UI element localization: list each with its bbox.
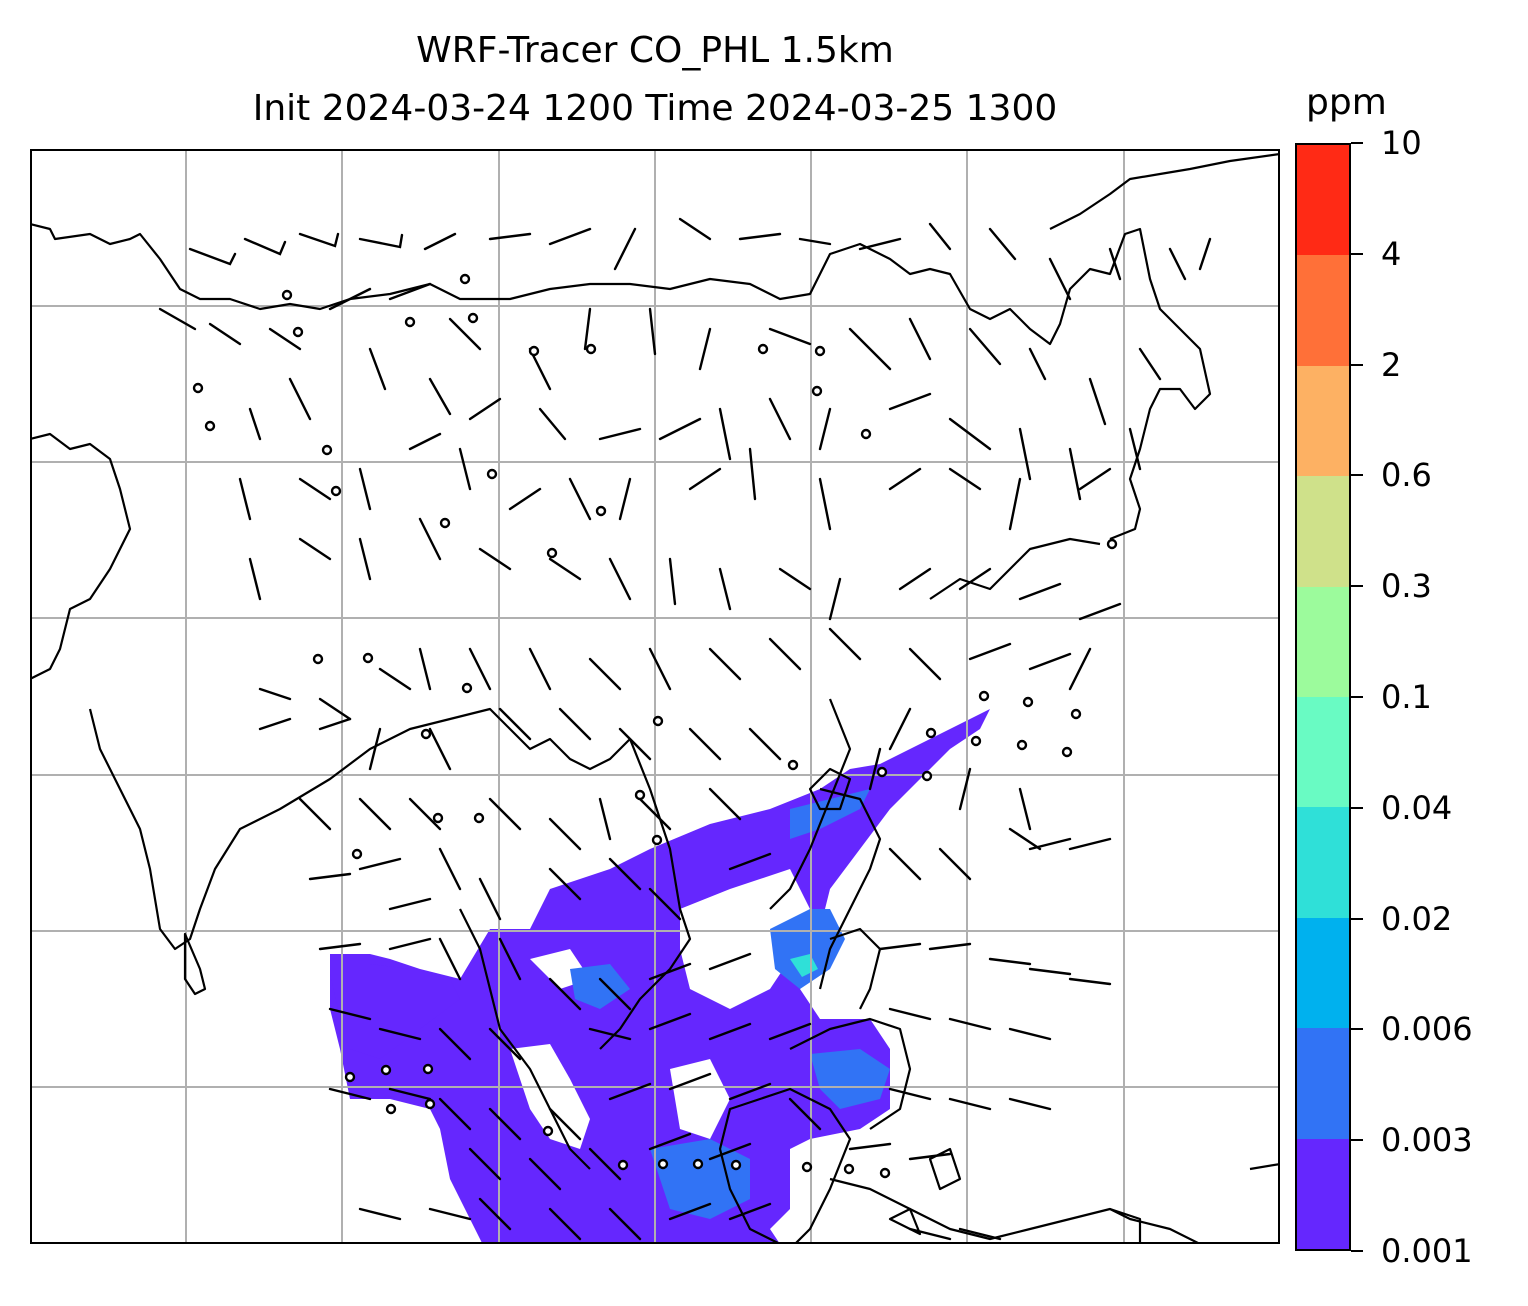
- colorbar-segment: [1297, 1138, 1349, 1250]
- map-title-line-1: WRF-Tracer CO_PHL 1.5km: [416, 30, 894, 71]
- colorbar-segment: [1297, 697, 1349, 808]
- colorbar-segment: [1297, 807, 1349, 918]
- colorbar-segment: [1297, 917, 1349, 1029]
- colorbar: [1295, 143, 1351, 1251]
- colorbar-tick-mark: [1351, 696, 1363, 698]
- colorbar-segment: [1297, 145, 1349, 256]
- tracer-plume-mid-band: [570, 789, 890, 1219]
- colorbar-tick-mark: [1351, 252, 1363, 255]
- tracer-plume-blank-areas: [510, 869, 810, 1149]
- colorbar-segment: [1297, 365, 1349, 477]
- colorbar-segment: [1297, 586, 1349, 698]
- colorbar-tick-mark: [1351, 1028, 1363, 1031]
- colorbar-tick-mark: [1351, 1250, 1363, 1252]
- colorbar-tick-label: 10: [1381, 124, 1422, 162]
- colorbar-tick-label: 2: [1381, 345, 1402, 384]
- coastlines: [32, 153, 1278, 1242]
- colorbar-tick-label: 0.003: [1381, 1121, 1473, 1160]
- colorbar-tick-label: 0.6: [1381, 456, 1432, 495]
- map-canvas: [32, 151, 1278, 1242]
- colorbar-segment: [1297, 1028, 1349, 1139]
- colorbar-tick-label: 0.006: [1381, 1010, 1473, 1049]
- colorbar-tick-mark: [1351, 142, 1363, 144]
- colorbar-segment: [1297, 255, 1349, 366]
- colorbar-tick-mark: [1351, 806, 1363, 809]
- colorbar-tick-label: 0.02: [1381, 899, 1453, 938]
- calm-wind-markers: [192, 273, 1118, 1179]
- colorbar-tick-label: 0.3: [1381, 567, 1432, 606]
- colorbar-tick-label: 4: [1381, 234, 1402, 273]
- map-title-line-2: Init 2024-03-24 1200 Time 2024-03-25 130…: [252, 88, 1058, 129]
- colorbar-tick-label: 0.1: [1381, 678, 1432, 716]
- colorbar-tick-label: 0.04: [1381, 788, 1453, 827]
- wind-barbs: [158, 217, 1212, 1241]
- map-panel: [30, 149, 1280, 1244]
- map-gridlines: [32, 151, 1278, 1242]
- colorbar-tick-mark: [1351, 474, 1363, 477]
- colorbar-tick-mark: [1351, 1139, 1363, 1142]
- colorbar-tick-mark: [1351, 585, 1363, 588]
- colorbar-segment: [1297, 476, 1349, 587]
- colorbar-unit-label: ppm: [1306, 82, 1387, 123]
- colorbar-tick-label: 0.001: [1381, 1232, 1473, 1270]
- colorbar-tick-mark: [1351, 917, 1363, 920]
- colorbar-tick-mark: [1351, 363, 1363, 366]
